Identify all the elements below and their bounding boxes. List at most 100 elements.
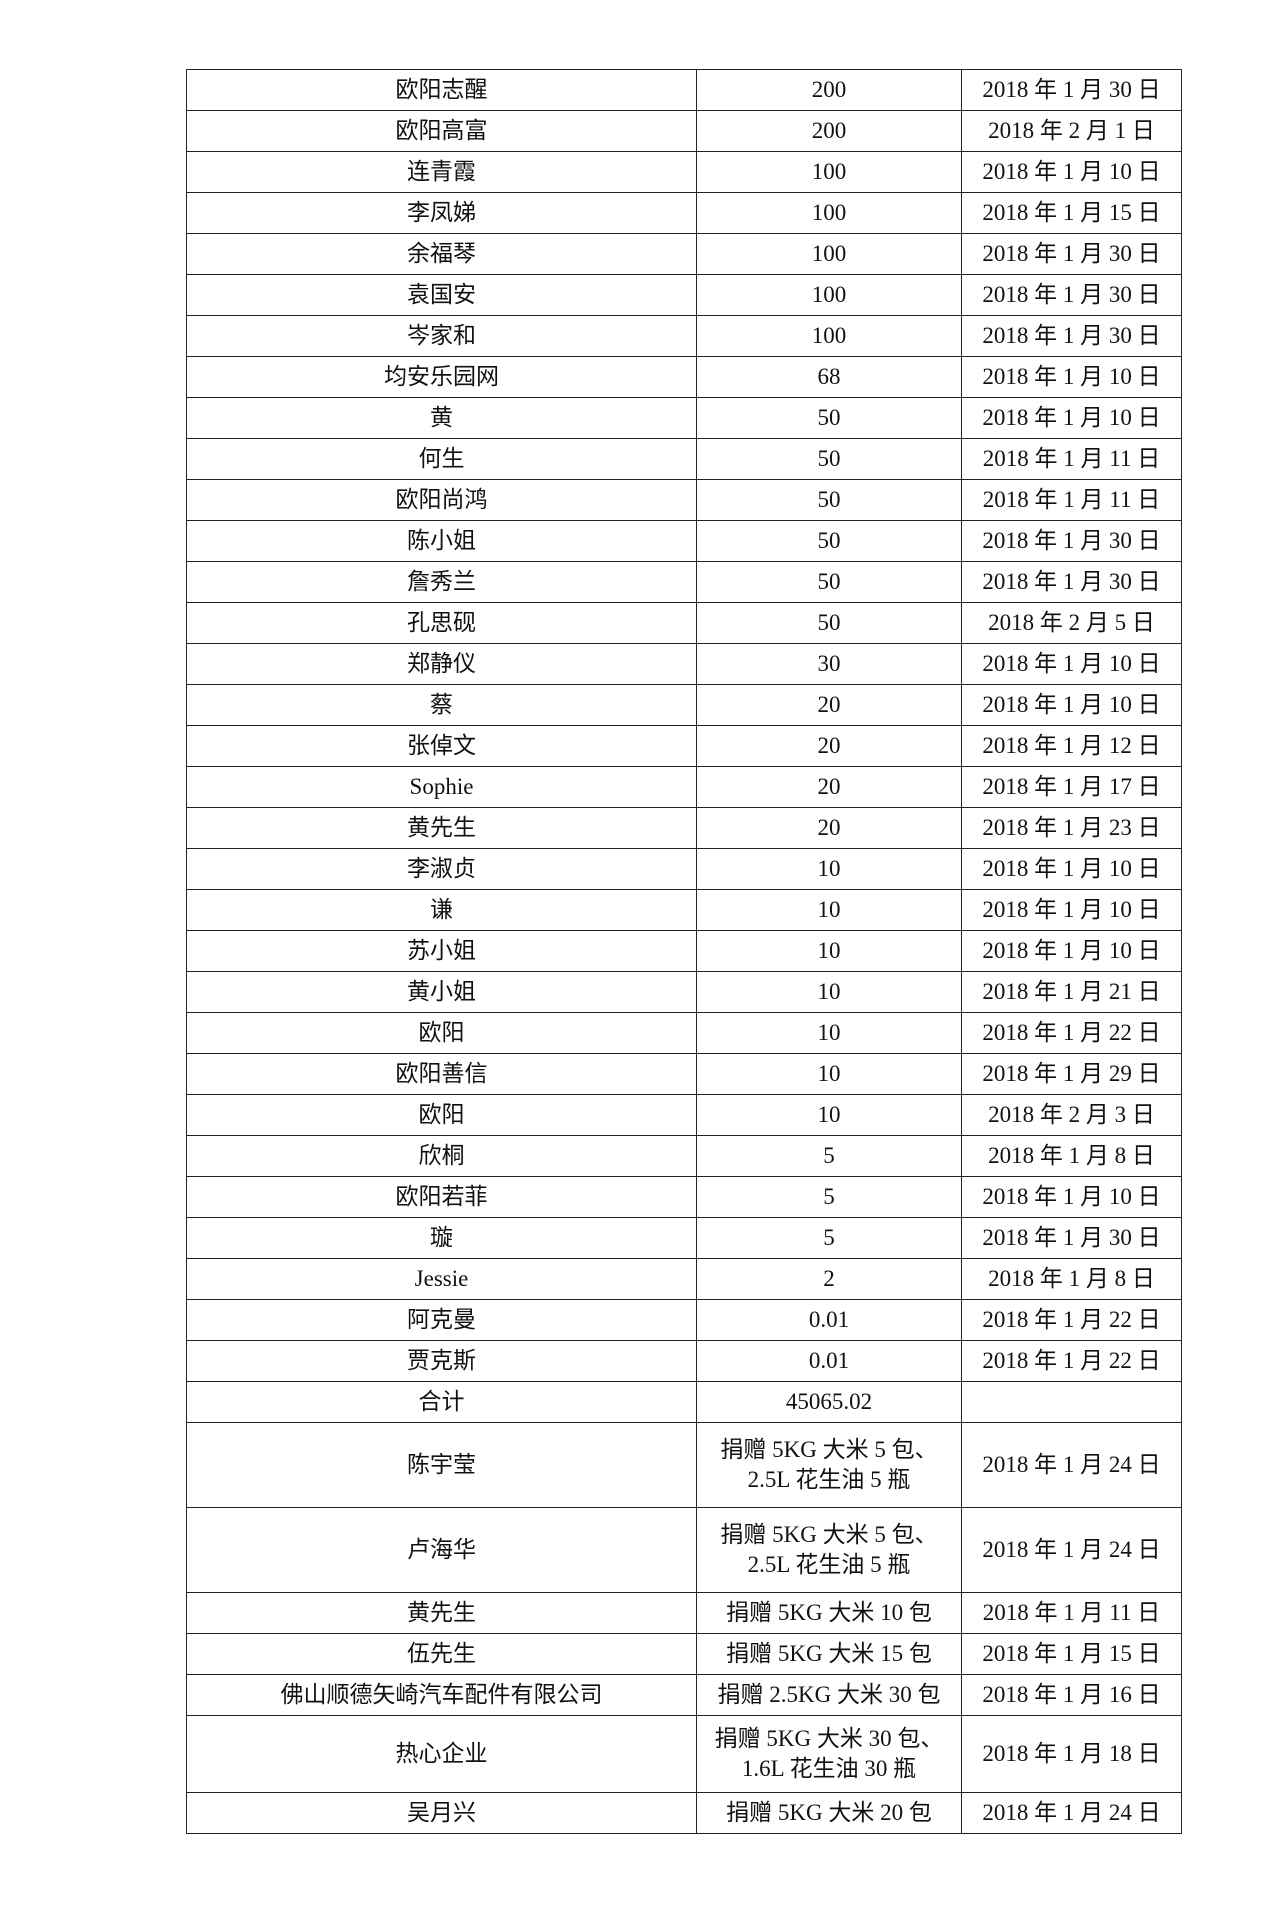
table-row: 热心企业 捐赠 5KG 大米 30 包、 1.6L 花生油 30 瓶 2018 年 … bbox=[186, 1715, 1182, 1793]
donation-amount-cell: 20 bbox=[696, 684, 962, 726]
donation-amount-cell: 10 bbox=[696, 1053, 962, 1095]
donation-date-cell: 2018 年 1 月 10 日 bbox=[961, 643, 1182, 685]
table-row: 苏小姐 10 2018 年 1 月 10 日 bbox=[186, 930, 1182, 972]
donor-name-cell: 何生 bbox=[186, 438, 697, 480]
table-row: 璇 5 2018 年 1 月 30 日 bbox=[186, 1217, 1182, 1259]
donation-date-cell: 2018 年 1 月 17 日 bbox=[961, 766, 1182, 808]
donor-name-cell: 贾克斯 bbox=[186, 1340, 697, 1382]
table-row: 欧阳 10 2018 年 2 月 3 日 bbox=[186, 1094, 1182, 1136]
donation-date-cell: 2018 年 1 月 15 日 bbox=[961, 1633, 1182, 1675]
table-row: 李凤娣 100 2018 年 1 月 15 日 bbox=[186, 192, 1182, 234]
donation-amount-cell: 捐赠 5KG 大米 30 包、 1.6L 花生油 30 瓶 bbox=[696, 1715, 962, 1793]
donor-name-cell: 李凤娣 bbox=[186, 192, 697, 234]
donation-amount-cell: 0.01 bbox=[696, 1299, 962, 1341]
donation-date-cell: 2018 年 1 月 10 日 bbox=[961, 889, 1182, 931]
donation-amount-cell: 30 bbox=[696, 643, 962, 685]
donor-name-cell: 黄先生 bbox=[186, 807, 697, 849]
donation-date-cell: 2018 年 1 月 30 日 bbox=[961, 233, 1182, 275]
donation-table: 欧阳志醒 200 2018 年 1 月 30 日欧阳高富 200 2018 年 2 月 … bbox=[186, 69, 1182, 1834]
donor-name-cell: 佛山顺德矢崎汽车配件有限公司 bbox=[186, 1674, 697, 1716]
donor-name-cell: 卢海华 bbox=[186, 1507, 697, 1593]
donor-name-cell: 欧阳高富 bbox=[186, 110, 697, 152]
donor-name-cell: 岑家和 bbox=[186, 315, 697, 357]
table-row: 蔡 20 2018 年 1 月 10 日 bbox=[186, 684, 1182, 726]
donation-amount-cell: 50 bbox=[696, 602, 962, 644]
donation-amount-cell: 捐赠 5KG 大米 5 包、 2.5L 花生油 5 瓶 bbox=[696, 1422, 962, 1508]
donor-name-cell: 苏小姐 bbox=[186, 930, 697, 972]
donor-name-cell: 陈宇莹 bbox=[186, 1422, 697, 1508]
donation-amount-cell: 50 bbox=[696, 561, 962, 603]
donor-name-cell: 均安乐园网 bbox=[186, 356, 697, 398]
donation-date-cell: 2018 年 1 月 10 日 bbox=[961, 684, 1182, 726]
table-row: 陈宇莹 捐赠 5KG 大米 5 包、 2.5L 花生油 5 瓶 2018 年 1 月… bbox=[186, 1422, 1182, 1508]
donor-name-cell: 欧阳 bbox=[186, 1012, 697, 1054]
donation-date-cell: 2018 年 1 月 16 日 bbox=[961, 1674, 1182, 1716]
table-row: 陈小姐 50 2018 年 1 月 30 日 bbox=[186, 520, 1182, 562]
donation-date-cell: 2018 年 1 月 10 日 bbox=[961, 397, 1182, 439]
donor-name-cell: 余福琴 bbox=[186, 233, 697, 275]
donation-amount-cell: 5 bbox=[696, 1217, 962, 1259]
donor-name-cell: 璇 bbox=[186, 1217, 697, 1259]
table-row: 贾克斯 0.01 2018 年 1 月 22 日 bbox=[186, 1340, 1182, 1382]
donor-name-cell: 欣桐 bbox=[186, 1135, 697, 1177]
table-row: 岑家和 100 2018 年 1 月 30 日 bbox=[186, 315, 1182, 357]
donation-amount-cell: 100 bbox=[696, 274, 962, 316]
table-row: 伍先生 捐赠 5KG 大米 15 包 2018 年 1 月 15 日 bbox=[186, 1633, 1182, 1675]
donor-name-cell: 吴月兴 bbox=[186, 1792, 697, 1834]
donation-date-cell: 2018 年 1 月 30 日 bbox=[961, 274, 1182, 316]
donation-amount-cell: 100 bbox=[696, 192, 962, 234]
donor-name-cell: 连青霞 bbox=[186, 151, 697, 193]
donor-name-cell: 孔思砚 bbox=[186, 602, 697, 644]
donor-name-cell: 欧阳若菲 bbox=[186, 1176, 697, 1218]
donation-date-cell: 2018 年 2 月 3 日 bbox=[961, 1094, 1182, 1136]
donation-date-cell: 2018 年 1 月 22 日 bbox=[961, 1012, 1182, 1054]
table-row: 余福琴 100 2018 年 1 月 30 日 bbox=[186, 233, 1182, 275]
donation-amount-cell: 10 bbox=[696, 1094, 962, 1136]
donation-date-cell: 2018 年 1 月 30 日 bbox=[961, 315, 1182, 357]
donation-amount-cell: 捐赠 2.5KG 大米 30 包 bbox=[696, 1674, 962, 1716]
table-row: 张倬文 20 2018 年 1 月 12 日 bbox=[186, 725, 1182, 767]
donation-date-cell: 2018 年 1 月 30 日 bbox=[961, 520, 1182, 562]
donor-name-cell: 伍先生 bbox=[186, 1633, 697, 1675]
donation-amount-cell: 10 bbox=[696, 848, 962, 890]
table-row: Sophie 20 2018 年 1 月 17 日 bbox=[186, 766, 1182, 808]
donor-name-cell: 蔡 bbox=[186, 684, 697, 726]
donor-name-cell: 合计 bbox=[186, 1381, 697, 1423]
donation-date-cell: 2018 年 1 月 12 日 bbox=[961, 725, 1182, 767]
donation-amount-cell: 20 bbox=[696, 807, 962, 849]
donation-amount-cell: 5 bbox=[696, 1176, 962, 1218]
donation-amount-cell: 200 bbox=[696, 110, 962, 152]
table-row: 何生 50 2018 年 1 月 11 日 bbox=[186, 438, 1182, 480]
donation-date-cell bbox=[961, 1381, 1182, 1423]
donation-amount-cell: 100 bbox=[696, 151, 962, 193]
donor-name-cell: 黄 bbox=[186, 397, 697, 439]
donation-amount-cell: 50 bbox=[696, 438, 962, 480]
donor-name-cell: 欧阳善信 bbox=[186, 1053, 697, 1095]
table-row: 欧阳 10 2018 年 1 月 22 日 bbox=[186, 1012, 1182, 1054]
donation-date-cell: 2018 年 1 月 23 日 bbox=[961, 807, 1182, 849]
table-row: Jessie 2 2018 年 1 月 8 日 bbox=[186, 1258, 1182, 1300]
donor-name-cell: 张倬文 bbox=[186, 725, 697, 767]
donor-name-cell: 陈小姐 bbox=[186, 520, 697, 562]
donation-date-cell: 2018 年 1 月 22 日 bbox=[961, 1299, 1182, 1341]
donation-amount-cell: 50 bbox=[696, 520, 962, 562]
donation-amount-cell: 100 bbox=[696, 233, 962, 275]
donation-date-cell: 2018 年 1 月 10 日 bbox=[961, 1176, 1182, 1218]
donor-name-cell: 黄先生 bbox=[186, 1592, 697, 1634]
donor-name-cell: 热心企业 bbox=[186, 1715, 697, 1793]
table-row: 欧阳善信 10 2018 年 1 月 29 日 bbox=[186, 1053, 1182, 1095]
table-row: 欣桐 5 2018 年 1 月 8 日 bbox=[186, 1135, 1182, 1177]
donation-amount-cell: 捐赠 5KG 大米 10 包 bbox=[696, 1592, 962, 1634]
table-row: 卢海华 捐赠 5KG 大米 5 包、 2.5L 花生油 5 瓶 2018 年 1 月… bbox=[186, 1507, 1182, 1593]
table-row: 连青霞 100 2018 年 1 月 10 日 bbox=[186, 151, 1182, 193]
donation-table-body: 欧阳志醒 200 2018 年 1 月 30 日欧阳高富 200 2018 年 2 月 … bbox=[186, 69, 1182, 1834]
total-row: 合计 45065.02 bbox=[186, 1381, 1182, 1423]
donation-date-cell: 2018 年 1 月 24 日 bbox=[961, 1507, 1182, 1593]
donation-date-cell: 2018 年 1 月 30 日 bbox=[961, 69, 1182, 111]
donation-date-cell: 2018 年 1 月 8 日 bbox=[961, 1258, 1182, 1300]
table-row: 欧阳高富 200 2018 年 2 月 1 日 bbox=[186, 110, 1182, 152]
donor-name-cell: 谦 bbox=[186, 889, 697, 931]
donor-name-cell: 黄小姐 bbox=[186, 971, 697, 1013]
donation-amount-cell: 200 bbox=[696, 69, 962, 111]
donation-amount-cell: 45065.02 bbox=[696, 1381, 962, 1423]
